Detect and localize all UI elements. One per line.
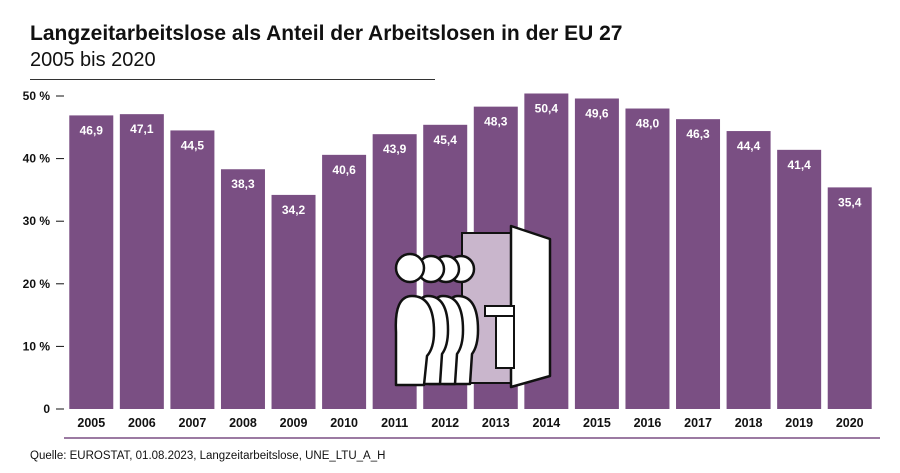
x-tick-label: 2014 xyxy=(532,416,560,430)
x-tick-label: 2005 xyxy=(77,416,105,430)
value-labels: 46,9 47,1 44,5 38,3 34,2 40,6 43,9 45,4 48,3 50,4… xyxy=(80,101,862,216)
x-tick-label: 2007 xyxy=(179,416,207,430)
bar-value-label: 45,4 xyxy=(434,133,458,147)
bars xyxy=(69,93,872,410)
x-tick-label: 2019 xyxy=(785,416,813,430)
bar-value-label: 41,4 xyxy=(787,158,811,172)
bar-value-label: 46,3 xyxy=(686,127,710,141)
bar-value-label: 35,4 xyxy=(838,195,862,209)
bar-value-label: 44,5 xyxy=(181,138,205,152)
bar-value-label: 40,6 xyxy=(332,163,356,177)
x-tick-label: 2013 xyxy=(482,416,510,430)
bar xyxy=(777,149,822,409)
title-divider xyxy=(30,79,435,80)
bar xyxy=(119,114,164,410)
source-note: Quelle: EUROSTAT, 01.08.2023, Langzeitar… xyxy=(30,450,386,462)
bar xyxy=(69,115,114,409)
x-tick-label: 2016 xyxy=(634,416,662,430)
x-tick-label: 2006 xyxy=(128,416,156,430)
x-tick-label: 2015 xyxy=(583,416,611,430)
y-tick-label: 30 % xyxy=(23,214,51,228)
bar xyxy=(625,108,670,410)
bar xyxy=(271,194,316,409)
x-tick-label: 2009 xyxy=(280,416,308,430)
bar-value-label: 38,3 xyxy=(231,177,255,191)
people-door-icon xyxy=(394,224,552,389)
x-tick-label: 2020 xyxy=(836,416,864,430)
x-tick-label: 2010 xyxy=(330,416,358,430)
bar xyxy=(827,187,872,409)
bar xyxy=(676,119,721,410)
x-tick-label: 2018 xyxy=(735,416,763,430)
bar-value-label: 46,9 xyxy=(80,123,104,137)
x-tick-label: 2012 xyxy=(431,416,459,430)
chart-subtitle: 2005 bis 2020 xyxy=(30,49,156,71)
y-tick-label: 20 % xyxy=(23,277,51,291)
y-tick-label: 50 % xyxy=(23,89,51,103)
bar-value-label: 50,4 xyxy=(535,101,559,115)
bar-value-label: 47,1 xyxy=(130,122,154,136)
bar xyxy=(574,98,619,409)
bar-value-label: 49,6 xyxy=(585,107,609,121)
bar xyxy=(322,154,367,409)
y-tick-label: 10 % xyxy=(23,339,51,353)
y-tick-label: 0 xyxy=(43,402,50,416)
y-tick-label: 40 % xyxy=(23,152,51,166)
bar-value-label: 48,3 xyxy=(484,115,508,129)
x-tick-label: 2011 xyxy=(381,416,408,430)
bar-value-label: 44,4 xyxy=(737,139,761,153)
chart-title: Langzeitarbeitslose als Anteil der Arbei… xyxy=(30,22,623,45)
x-tick-label: 2008 xyxy=(229,416,257,430)
bar-value-label: 43,9 xyxy=(383,142,407,156)
y-axis: 0 10 % 20 % 30 % 40 % 50 % xyxy=(23,89,64,416)
bar xyxy=(726,131,771,409)
bar xyxy=(170,130,215,409)
x-tick-label: 2017 xyxy=(684,416,712,430)
x-axis-labels: 2005 2006 2007 2008 2009 2010 2011 2012 2013 2014… xyxy=(77,416,863,430)
bar xyxy=(220,169,265,409)
bar-value-label: 48,0 xyxy=(636,117,660,131)
bar-value-label: 34,2 xyxy=(282,203,306,217)
